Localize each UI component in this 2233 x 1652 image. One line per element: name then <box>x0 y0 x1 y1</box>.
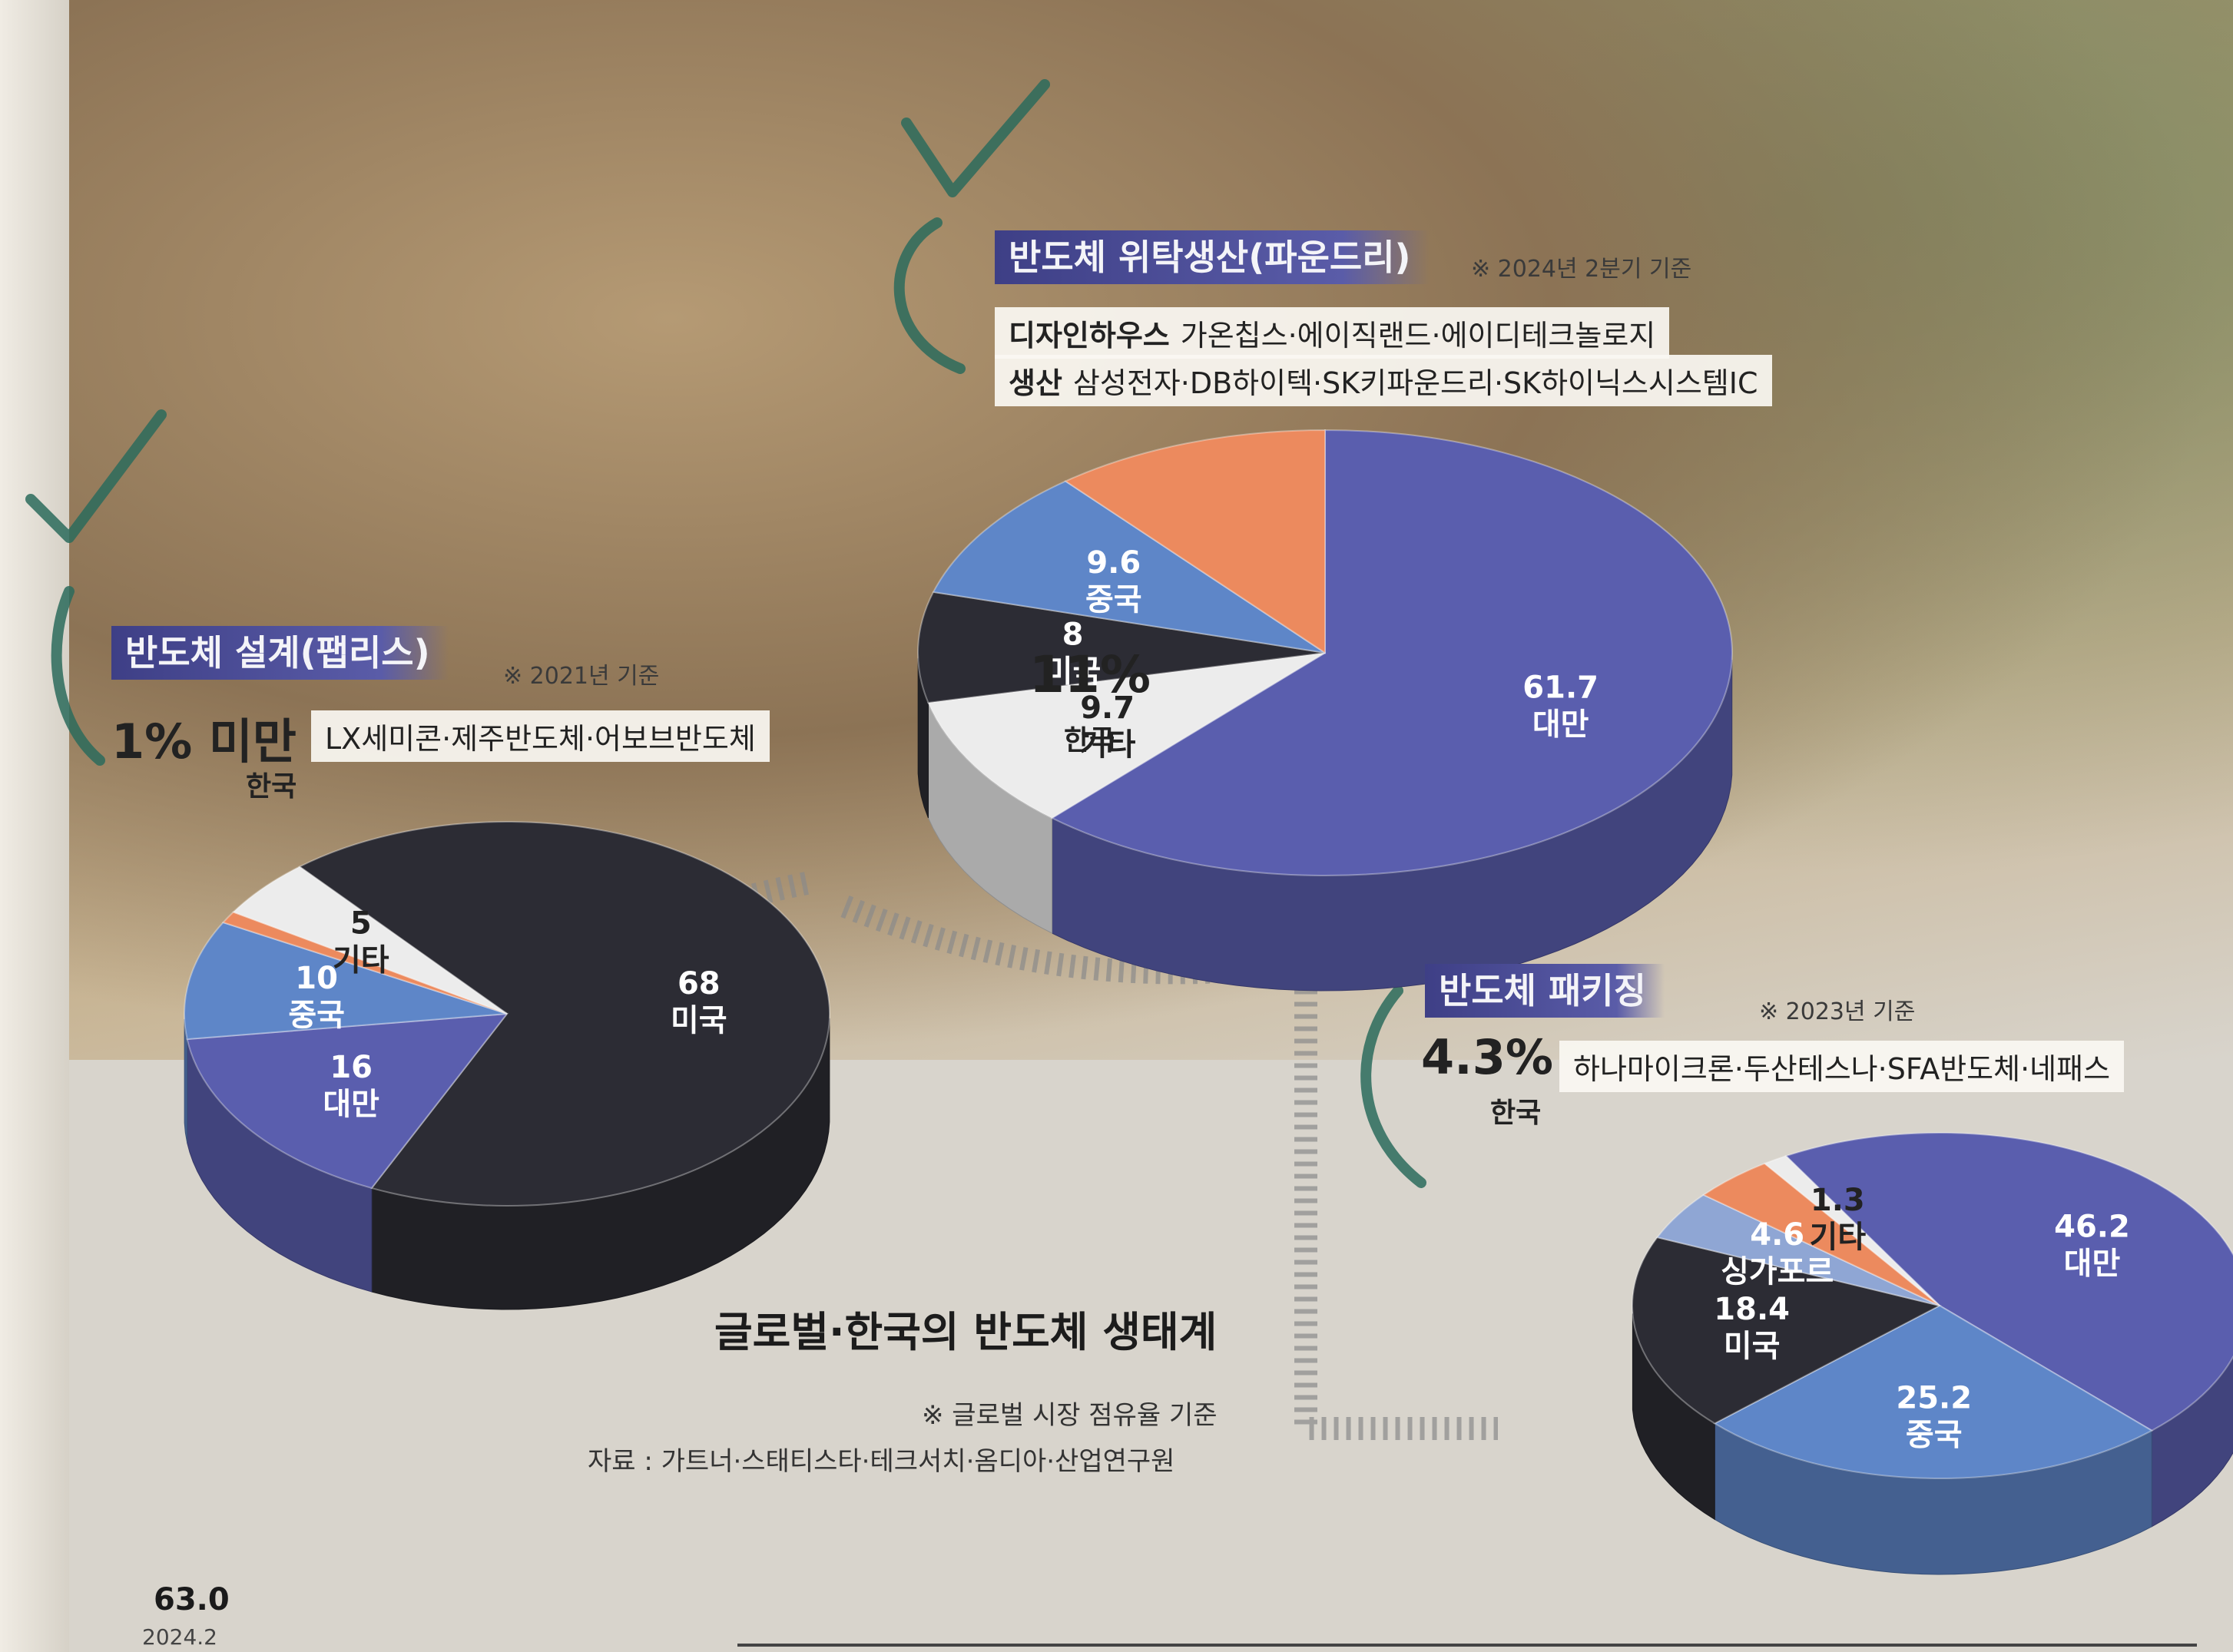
production-label: 생산 <box>1009 366 1062 400</box>
foundry-production-companies: 생산 삼성전자·DB하이텍·SK키파운드리·SK하이닉스시스템IC <box>995 355 1772 406</box>
slice-label-대만: 대만 <box>323 1087 379 1122</box>
design-house-label: 디자인하우스 <box>1009 319 1170 353</box>
page-number: 63.0 <box>154 1582 230 1617</box>
slice-value-기타: 9.7 <box>1080 690 1135 726</box>
pie-slice-대만 <box>186 1012 509 1190</box>
slice-value-싱가포르: 4.6 <box>1750 1217 1804 1253</box>
foundry-korea-share: 11% <box>1029 645 1151 704</box>
pie-slice-미국 <box>1632 1236 1942 1425</box>
production-names: 삼성전자·DB하이텍·SK키파운드리·SK하이닉스시스템IC <box>1072 366 1758 400</box>
pie-slice-대만 <box>1050 429 1733 876</box>
page-date: 2024.2 <box>142 1624 217 1650</box>
slice-label-대만: 대만 <box>2064 1246 2121 1281</box>
slice-value-미국: 68 <box>678 966 721 1001</box>
packaging-korea-label: 한국 <box>1490 1097 1542 1129</box>
pie-layer: 61.7대만9.7기타8미국9.6중국68미국16대만10중국5기타46.2대만… <box>184 429 2233 1575</box>
newspaper-margin <box>0 0 69 1652</box>
fabless-korea-share: 1% 미만 <box>111 713 297 770</box>
divider-rule <box>737 1644 2197 1647</box>
check-mark-icon <box>901 79 1050 197</box>
slice-value-대만: 16 <box>330 1050 373 1085</box>
bracket-mark-icon <box>893 217 966 374</box>
fabless-korea-label: 한국 <box>246 771 297 803</box>
source-note: 자료 : 가트너·스태티스타·테크서치·옴디아·산업연구원 <box>588 1446 1175 1477</box>
fabless-companies: LX세미콘·제주반도체·어보브반도체 <box>311 710 770 762</box>
slice-label-기타: 기타 <box>1079 727 1136 763</box>
pie-slice-미국 <box>917 591 1326 704</box>
main-title: 글로벌·한국의 반도체 생태계 <box>714 1308 1218 1356</box>
slice-label-싱가포르: 싱가포르 <box>1721 1254 1834 1289</box>
footnote: ※ 글로벌 시장 점유율 기준 <box>922 1400 1218 1431</box>
pie-slice-기타 <box>231 866 508 1015</box>
slice-value-중국: 10 <box>295 961 338 996</box>
pie-slice-중국 <box>184 921 508 1041</box>
foundry-design-house-companies: 디자인하우스 가온칩스·에이직랜드·에이디테크놀로지 <box>995 307 1670 359</box>
bracket-mark-icon <box>51 586 105 766</box>
slice-label-기타: 기타 <box>1810 1220 1867 1255</box>
slice-value-대만: 46.2 <box>2054 1209 2130 1244</box>
slice-value-기타: 1.3 <box>1811 1183 1865 1218</box>
slice-value-중국: 9.6 <box>1086 545 1141 581</box>
slice-label-미국: 미국 <box>671 1003 727 1038</box>
slice-value-미국: 18.4 <box>1714 1292 1790 1327</box>
pie-slice-중국 <box>932 480 1326 654</box>
pie-slice-한국 <box>221 911 508 1015</box>
slice-label-기타: 기타 <box>333 943 389 978</box>
bracket-mark-icon <box>1360 985 1426 1188</box>
packaging-basis: ※ 2023년 기준 <box>1759 998 1916 1025</box>
pie-slice-싱가포르 <box>1655 1193 1940 1306</box>
slice-label-대만: 대만 <box>1532 707 1589 743</box>
pie-slice-기타 <box>1763 1155 1940 1306</box>
pie-slice-한국 <box>1064 429 1326 654</box>
pie-slice-한국 <box>1701 1162 1940 1306</box>
check-mark-icon <box>25 409 167 543</box>
pie-slice-기타 <box>927 652 1326 819</box>
slice-value-미국: 8 <box>1062 617 1084 652</box>
slice-label-미국: 미국 <box>1045 654 1102 689</box>
foundry-korea-label: 한국 <box>1064 725 1115 756</box>
fabless-basis: ※ 2021년 기준 <box>503 663 660 690</box>
fabless-title: 반도체 설계(팹리스) <box>111 626 449 680</box>
slice-label-중국: 중국 <box>288 998 345 1033</box>
foundry-title: 반도체 위탁생산(파운드리) <box>995 230 1430 284</box>
slice-label-중국: 중국 <box>1906 1417 1963 1452</box>
slice-value-대만: 61.7 <box>1522 670 1599 706</box>
slice-value-중국: 25.2 <box>1896 1380 1972 1415</box>
slice-label-미국: 미국 <box>1724 1329 1781 1364</box>
packaging-companies: 하나마이크론·두산테스나·SFA반도체·네패스 <box>1559 1041 2125 1092</box>
packaging-title: 반도체 패키징 <box>1425 964 1665 1018</box>
pie-slice-중국 <box>1713 1304 2154 1479</box>
pie-slice-대만 <box>1784 1132 2233 1432</box>
slice-label-중국: 중국 <box>1085 582 1142 617</box>
pie-chart-0: 61.7대만 9.7기타 8미국 9.6중국 <box>917 429 1733 992</box>
foundry-basis: ※ 2024년 2분기 기준 <box>1471 256 1692 283</box>
pie-slice-미국 <box>298 821 830 1207</box>
design-house-names: 가온칩스·에이직랜드·에이디테크놀로지 <box>1180 319 1656 353</box>
slice-value-기타: 5 <box>350 906 372 942</box>
packaging-korea-share: 4.3% <box>1421 1029 1553 1085</box>
